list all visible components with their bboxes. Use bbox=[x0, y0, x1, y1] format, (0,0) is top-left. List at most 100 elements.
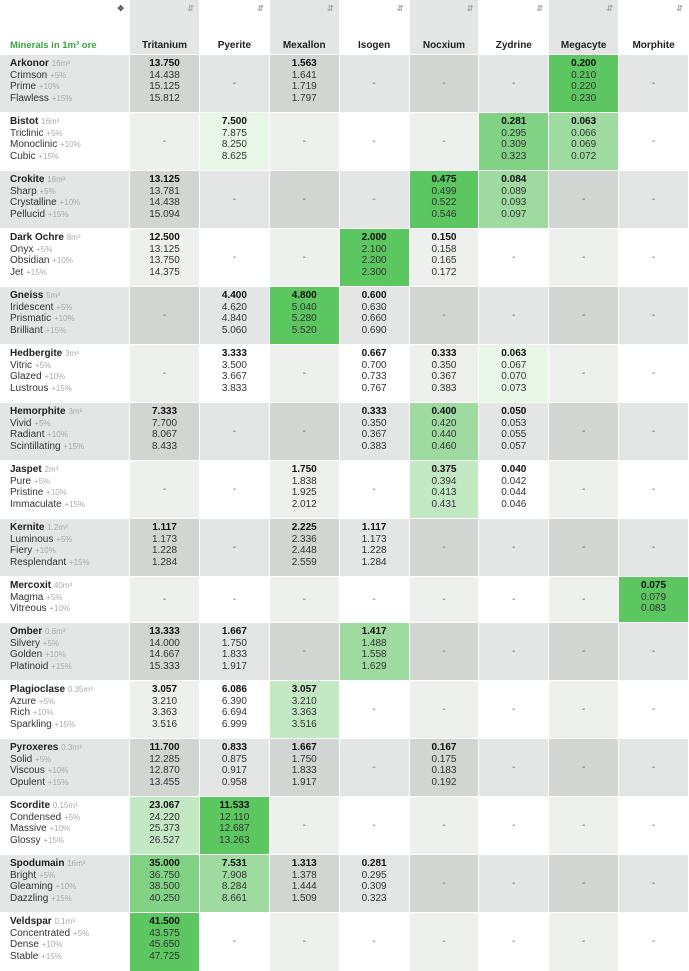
empty-cell: - bbox=[339, 796, 410, 855]
mineral-value: 1.444 bbox=[291, 881, 317, 893]
mineral-value: 3.057 bbox=[152, 684, 178, 695]
mineral-value: 6.694 bbox=[221, 707, 247, 719]
mineral-value: 1.558 bbox=[361, 649, 387, 661]
ore-row: Spodumain 16m³ Bright +5% Gleaming +10% Daz… bbox=[0, 854, 689, 913]
mineral-value: 0.367 bbox=[361, 429, 387, 441]
empty-cell: - bbox=[409, 518, 480, 577]
empty-dash: - bbox=[651, 426, 656, 438]
mineral-value-cell: 2.225 2.336 2.448 2.559 bbox=[269, 518, 340, 577]
mineral-value: 47.725 bbox=[149, 950, 180, 962]
variant-name: Platinoid bbox=[10, 660, 49, 672]
empty-cell: - bbox=[548, 854, 620, 913]
variant-name: Rich bbox=[10, 707, 31, 719]
sort-icon[interactable]: ⇵ bbox=[187, 4, 194, 13]
variant-name: Fiery bbox=[10, 545, 33, 557]
empty-cell: - bbox=[199, 228, 270, 287]
variant-name: Cubic bbox=[10, 150, 36, 162]
mineral-value: 0.350 bbox=[361, 417, 387, 429]
mineral-value: 0.630 bbox=[361, 301, 387, 313]
sort-icon[interactable]: ⇵ bbox=[676, 4, 683, 13]
ore-name: Bistot bbox=[10, 116, 39, 127]
empty-dash: - bbox=[232, 542, 237, 554]
variant-bonus: +15% bbox=[47, 209, 69, 219]
col-header-zydrine[interactable]: ⇵ Zydrine bbox=[478, 0, 550, 55]
empty-dash: - bbox=[582, 594, 586, 606]
mineral-value: 1.417 bbox=[361, 626, 387, 637]
empty-cell: - bbox=[199, 170, 270, 229]
col-header-morphite[interactable]: ⇵ Morphite bbox=[618, 0, 689, 55]
variant-name: Pure bbox=[10, 475, 32, 487]
empty-cell: - bbox=[269, 170, 340, 229]
ore-name-cell: Bistot 16m³ Triclinic +5% Monoclinic +10% C… bbox=[0, 112, 131, 171]
col-header-pyerite[interactable]: ⇵ Pyerite bbox=[199, 0, 270, 55]
empty-dash: - bbox=[372, 704, 376, 716]
mineral-value: 0.546 bbox=[431, 208, 457, 220]
variant-bonus: +15% bbox=[41, 951, 62, 961]
mineral-value: 0.200 bbox=[571, 58, 597, 69]
ore-row: Hemorphite 3m³ Vivid +5% Radiant +10% Scint… bbox=[0, 402, 689, 461]
empty-dash: - bbox=[651, 252, 656, 264]
sort-icon[interactable]: ⇵ bbox=[396, 4, 404, 13]
ore-name: Hemorphite bbox=[10, 406, 66, 417]
mineral-value-cell: 0.667 0.700 0.733 0.767 bbox=[339, 344, 410, 403]
variant-bonus: +5% bbox=[33, 476, 51, 486]
mineral-value: 2.559 bbox=[291, 556, 317, 568]
sort-icon[interactable]: ⇵ bbox=[326, 4, 334, 13]
empty-dash: - bbox=[442, 310, 446, 322]
ore-name-cell: Omber 0.6m³ Silvery +5% Golden +10% Platino… bbox=[0, 622, 131, 681]
mineral-value: 0.083 bbox=[641, 603, 667, 615]
ore-row: Plagioclase 0.35m³ Azure +5% Rich +10% Spar… bbox=[0, 680, 689, 739]
sort-icon[interactable]: ⇵ bbox=[466, 4, 474, 13]
variant-bonus: +10% bbox=[35, 546, 56, 556]
mineral-value-cell: 1.667 1.750 1.833 1.917 bbox=[269, 738, 340, 797]
empty-cell: - bbox=[199, 912, 270, 971]
mineral-value: 1.228 bbox=[361, 545, 387, 557]
mineral-value-cell: 13.125 13.781 14.438 15.094 bbox=[129, 170, 200, 229]
mineral-value: 1.667 bbox=[221, 626, 247, 637]
minerals-header[interactable]: ✥ Minerals in 1m³ ore bbox=[0, 0, 131, 55]
col-header-megacyte[interactable]: ⇵ Megacyte bbox=[548, 0, 620, 55]
mineral-value: 0.295 bbox=[361, 869, 387, 881]
mineral-value: 7.700 bbox=[152, 417, 178, 429]
mineral-value: 0.042 bbox=[501, 475, 527, 487]
ore-name-cell: Mercoxit 40m³ Magma +5% Vitreous +10% bbox=[0, 576, 131, 623]
mineral-value: 1.667 bbox=[291, 742, 317, 753]
col-header-nocxium[interactable]: ⇵ Nocxium bbox=[409, 0, 480, 55]
ore-row: Gneiss 5m³ Iridescent +5% Prismatic +10% Br… bbox=[0, 286, 689, 345]
empty-dash: - bbox=[302, 820, 306, 832]
variant-name: Obsidian bbox=[10, 255, 50, 267]
empty-dash: - bbox=[651, 936, 656, 948]
empty-dash: - bbox=[582, 542, 586, 554]
mineral-value: 0.053 bbox=[501, 417, 527, 429]
empty-dash: - bbox=[442, 594, 446, 606]
variant-name: Sparkling bbox=[10, 718, 52, 730]
empty-dash: - bbox=[651, 368, 656, 380]
mineral-value: 0.431 bbox=[431, 498, 457, 510]
col-header-mexallon[interactable]: ⇵ Mexallon bbox=[269, 0, 340, 55]
mineral-value: 0.281 bbox=[361, 858, 387, 869]
variant-bonus: +15% bbox=[51, 93, 73, 103]
mineral-value: 13.333 bbox=[149, 626, 180, 637]
variant-name: Jet bbox=[10, 266, 24, 278]
col-header-tritanium[interactable]: ⇵ Tritanium bbox=[129, 0, 200, 55]
mineral-value-cell: 3.057 3.210 3.363 3.516 bbox=[129, 680, 200, 739]
empty-dash: - bbox=[651, 484, 656, 496]
sort-icon[interactable]: ⇵ bbox=[536, 4, 544, 13]
mineral-value: 0.383 bbox=[361, 440, 387, 452]
sort-icon[interactable]: ✥ bbox=[117, 4, 125, 13]
empty-dash: - bbox=[512, 936, 516, 948]
variant-bonus: +10% bbox=[44, 372, 66, 382]
mineral-value: 0.660 bbox=[361, 313, 387, 325]
variant-bonus: +5% bbox=[42, 638, 60, 648]
col-header-isogen[interactable]: ⇵ Isogen bbox=[339, 0, 410, 55]
mineral-value-cell: 12.500 13.125 13.750 14.375 bbox=[129, 228, 200, 287]
mineral-value: 4.840 bbox=[221, 313, 247, 325]
empty-dash: - bbox=[442, 820, 446, 832]
sort-icon[interactable]: ⇵ bbox=[606, 4, 614, 13]
sort-icon[interactable]: ⇵ bbox=[257, 4, 264, 13]
ore-name-cell: Veldspar 0.1m³ Concentrated +5% Dense +10%… bbox=[0, 912, 131, 971]
empty-cell: - bbox=[618, 54, 689, 113]
ore-volume: 2m³ bbox=[44, 465, 59, 474]
mineral-value-cell: 1.417 1.488 1.558 1.629 bbox=[339, 622, 410, 681]
mineral-value: 0.400 bbox=[431, 406, 457, 417]
